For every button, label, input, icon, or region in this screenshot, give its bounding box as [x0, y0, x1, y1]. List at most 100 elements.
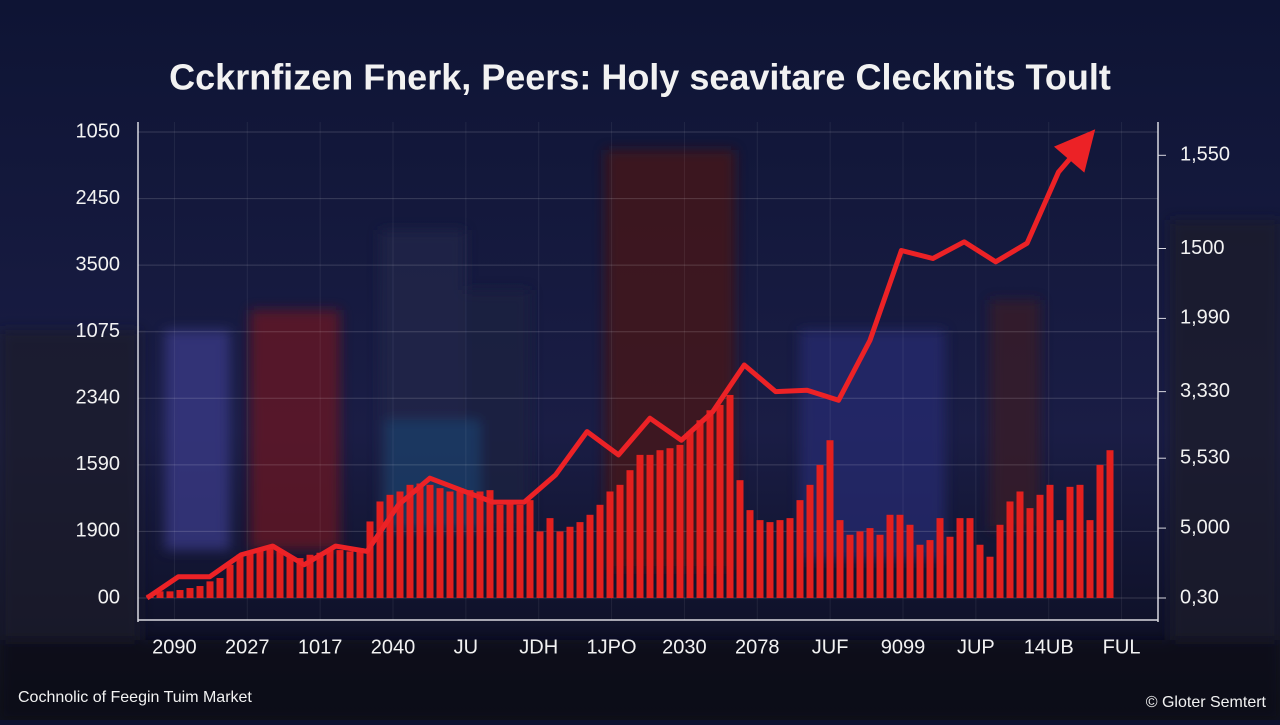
bar	[536, 531, 544, 598]
bar	[736, 480, 744, 598]
bar	[826, 440, 834, 598]
bar	[896, 514, 904, 598]
bar	[276, 551, 284, 598]
y2-tick-label: 5,530	[1180, 446, 1230, 468]
x-tick-label: JUF	[812, 636, 849, 658]
bar	[746, 510, 754, 598]
y-tick-label: 3500	[76, 253, 121, 275]
bar	[176, 590, 184, 598]
bar	[156, 591, 164, 598]
bar	[556, 531, 564, 598]
bar	[856, 531, 864, 598]
bar	[386, 494, 394, 598]
bar	[996, 524, 1004, 598]
bar	[786, 518, 794, 598]
x-tick-label: 1017	[298, 636, 343, 658]
y2-tick-label: 1,550	[1180, 144, 1230, 166]
bar	[626, 470, 634, 598]
bar	[466, 490, 474, 598]
bar	[976, 544, 984, 598]
bar	[726, 394, 734, 598]
x-tick-label: 9099	[881, 636, 926, 658]
x-tick-label: 2040	[371, 636, 416, 658]
bar	[196, 586, 204, 598]
bar	[936, 518, 944, 598]
bar	[946, 536, 954, 598]
y2-tick-label: 1,990	[1180, 307, 1230, 329]
bar	[966, 518, 974, 598]
y-tick-label: 00	[98, 586, 120, 608]
bar	[676, 444, 684, 598]
bar	[256, 550, 264, 598]
bar	[606, 491, 614, 598]
bar	[226, 564, 234, 598]
x-tick-label: 2090	[152, 636, 197, 658]
y-tick-label: 1050	[76, 120, 121, 142]
bar	[366, 521, 374, 598]
bar	[166, 591, 174, 598]
chart-title: Cckrnfizen Fnerk, Peers: Holy seavitare …	[169, 57, 1111, 98]
bar	[816, 464, 824, 598]
bar	[886, 514, 894, 598]
y2-tick-label: 0,30	[1180, 586, 1219, 608]
bar	[486, 490, 494, 598]
bar	[766, 522, 774, 598]
y2-tick-label: 1500	[1180, 237, 1225, 259]
bar	[526, 500, 534, 598]
bar	[876, 534, 884, 598]
bar	[356, 548, 364, 598]
bar	[796, 500, 804, 598]
bar	[666, 448, 674, 598]
bar	[656, 450, 664, 598]
bar	[266, 548, 274, 598]
bar	[1086, 520, 1094, 598]
bar	[336, 550, 344, 598]
y2-tick-label: 3,330	[1180, 380, 1230, 402]
y-tick-label: 1900	[76, 520, 121, 542]
bar	[246, 551, 254, 598]
arrowhead	[1053, 129, 1096, 173]
bar	[316, 552, 324, 598]
bar	[866, 528, 874, 598]
x-tick-label: 1JPO	[587, 636, 637, 658]
bar	[326, 550, 334, 598]
x-tick-label: 2027	[225, 636, 270, 658]
bar	[506, 500, 514, 598]
bar	[1006, 501, 1014, 598]
bar	[1036, 494, 1044, 598]
line	[145, 133, 1092, 601]
bar	[456, 488, 464, 598]
bar	[906, 524, 914, 598]
bar	[1016, 491, 1024, 598]
bar	[836, 520, 844, 598]
bar	[986, 556, 994, 598]
bar	[306, 554, 314, 598]
bar	[296, 558, 304, 598]
bar	[956, 518, 964, 598]
x-tick-label: JDH	[519, 636, 558, 658]
y2-tick-label: 5,000	[1180, 516, 1230, 538]
bar	[1026, 508, 1034, 598]
x-tick-label: 2078	[735, 636, 780, 658]
bar	[926, 540, 934, 598]
bar	[576, 522, 584, 598]
bar	[546, 518, 554, 598]
bar	[706, 410, 714, 598]
bar	[496, 504, 504, 598]
bar	[416, 483, 424, 598]
bar	[1066, 486, 1074, 598]
y-tick-label: 2340	[76, 387, 121, 409]
bar	[566, 526, 574, 598]
bar	[756, 520, 764, 598]
bar	[406, 484, 414, 598]
bar	[596, 504, 604, 598]
y-tick-label: 2450	[76, 187, 121, 209]
bar	[616, 484, 624, 598]
bar	[806, 484, 814, 598]
bar	[846, 534, 854, 598]
bar	[346, 551, 354, 598]
bar	[716, 404, 724, 598]
bar	[236, 554, 244, 598]
source: Cochnolic of Feegin Tuim Market	[18, 689, 252, 706]
